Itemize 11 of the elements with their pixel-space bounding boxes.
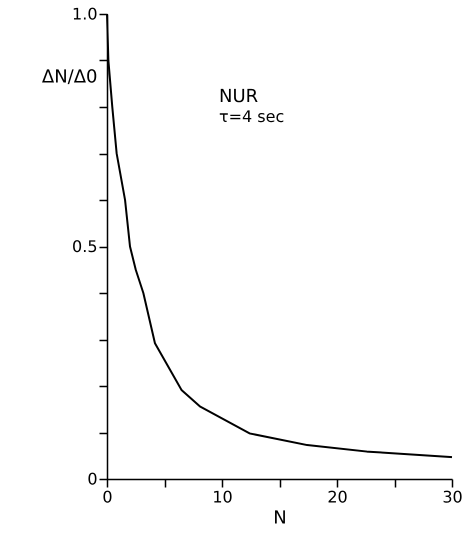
annotation: τ=4 sec bbox=[219, 107, 284, 126]
x-tick-label: 30 bbox=[442, 488, 463, 506]
y-tick-label: 0.5 bbox=[72, 237, 98, 256]
y-axis-title: ΔN/Δ0 bbox=[42, 66, 98, 88]
x-tick-label: 0 bbox=[102, 488, 113, 506]
x-tick-label: 20 bbox=[327, 488, 348, 506]
y-tick-label: 0 bbox=[87, 470, 98, 488]
y-tick-label: 1.0 bbox=[72, 4, 98, 24]
annotation: NUR bbox=[219, 86, 258, 107]
x-axis-title: N bbox=[273, 508, 287, 528]
x-tick-label: 10 bbox=[212, 488, 233, 506]
